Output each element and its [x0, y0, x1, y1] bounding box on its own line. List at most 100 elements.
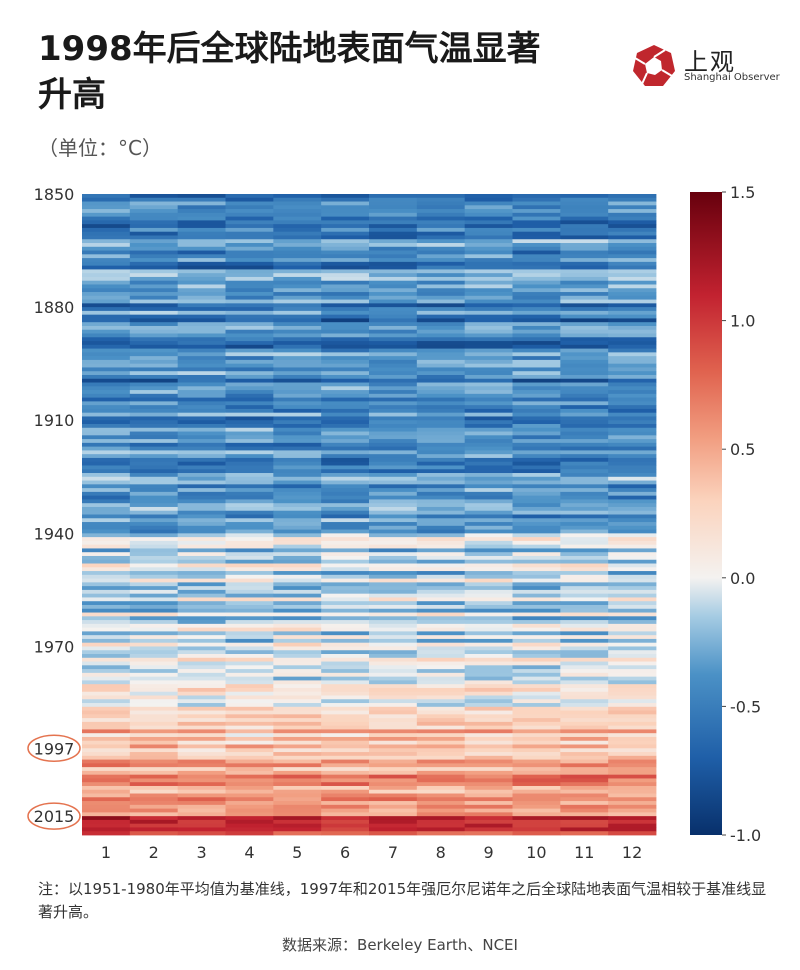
heatmap-cell	[560, 220, 609, 225]
heatmap-cell	[129, 759, 179, 764]
heatmap-cell	[321, 646, 370, 651]
heatmap-cell	[321, 503, 370, 508]
heatmap-cell	[416, 710, 466, 715]
heatmap-cell	[177, 789, 226, 794]
heatmap-cell	[560, 785, 609, 791]
heatmap-cell	[608, 408, 657, 414]
heatmap-cell	[225, 427, 274, 432]
heatmap-cell	[512, 789, 561, 794]
heatmap-cell	[82, 352, 131, 357]
heatmap-cell	[82, 322, 131, 327]
heatmap-cell	[464, 767, 513, 772]
heatmap-cell	[464, 559, 513, 564]
heatmap-cell	[608, 537, 657, 542]
heatmap-cell	[82, 205, 131, 210]
heatmap-cell	[464, 480, 513, 485]
heatmap-cell	[512, 446, 561, 451]
heatmap-cell	[321, 578, 370, 583]
heatmap-cell	[82, 250, 131, 255]
heatmap-cell	[82, 586, 131, 591]
heatmap-cell	[512, 552, 561, 557]
heatmap-cell	[82, 797, 131, 802]
heatmap-cell	[225, 258, 274, 263]
heatmap-cell	[129, 774, 179, 779]
heatmap-cell	[225, 476, 274, 481]
heatmap-cell	[464, 725, 513, 730]
heatmap-cell	[512, 201, 561, 206]
heatmap-cell	[512, 488, 561, 493]
heatmap-cell	[416, 563, 466, 568]
unit-label: （单位：°C）	[38, 136, 162, 160]
heatmap-cell	[129, 307, 179, 312]
heatmap-cell	[464, 537, 513, 542]
heatmap-cell	[129, 439, 179, 444]
heatmap-cell	[82, 782, 131, 787]
heatmap-cell	[82, 258, 131, 263]
heatmap-cell	[608, 567, 657, 572]
heatmap-cell	[512, 525, 561, 530]
heatmap-cell	[273, 654, 322, 659]
heatmap-cell	[177, 212, 226, 218]
heatmap-cell	[321, 484, 370, 489]
heatmap-cell	[273, 412, 322, 417]
heatmap-cell	[464, 348, 513, 353]
heatmap-cell	[129, 752, 179, 757]
heatmap-cell	[512, 714, 561, 719]
heatmap-cell	[512, 374, 561, 380]
heatmap-cell	[82, 774, 131, 779]
heatmap-cell	[369, 759, 418, 764]
heatmap-cell	[512, 819, 561, 825]
heatmap-cell	[369, 461, 418, 466]
heatmap-cell	[129, 706, 179, 711]
heatmap-cell	[416, 578, 466, 583]
heatmap-cell	[560, 461, 609, 466]
heatmap-cell	[129, 337, 179, 342]
heatmap-cell	[273, 295, 322, 300]
heatmap-cell	[560, 578, 609, 583]
heatmap-cell	[608, 322, 657, 327]
heatmap-cell	[273, 337, 322, 342]
heatmap-cell	[512, 435, 561, 440]
heatmap-cell	[321, 224, 370, 229]
heatmap-cell	[82, 684, 131, 689]
heatmap-cell	[416, 491, 466, 497]
heatmap-cell	[369, 604, 418, 610]
heatmap-cell	[273, 785, 322, 791]
heatmap-cell	[416, 699, 466, 704]
heatmap-cell	[608, 356, 657, 361]
heatmap-cell	[177, 563, 226, 568]
heatmap-cell	[129, 755, 179, 760]
heatmap-cell	[464, 250, 513, 255]
heatmap-cell	[369, 352, 418, 357]
heatmap-cell	[82, 657, 131, 662]
heatmap-cell	[321, 620, 370, 625]
heatmap-cell	[560, 420, 609, 425]
heatmap-cell	[560, 491, 609, 497]
heatmap-cell	[512, 227, 561, 233]
heatmap-cell	[608, 552, 657, 557]
heatmap-cell	[177, 457, 226, 463]
heatmap-cell	[273, 831, 322, 836]
heatmap-cell	[416, 721, 466, 727]
heatmap-cell	[464, 752, 513, 757]
heatmap-cell	[129, 537, 179, 542]
heatmap-cell	[560, 288, 609, 293]
heatmap-cell	[416, 484, 466, 489]
heatmap-cell	[512, 831, 561, 836]
heatmap-cell	[225, 548, 274, 553]
heatmap-cell	[225, 367, 274, 372]
heatmap-cell	[82, 435, 131, 440]
heatmap-cell	[129, 310, 179, 316]
month-tick-label: 12	[622, 843, 642, 862]
heatmap-cell	[464, 510, 513, 515]
heatmap-cell	[608, 258, 657, 263]
heatmap-cell	[177, 239, 226, 244]
heatmap-cell	[82, 631, 131, 636]
heatmap-cell	[177, 194, 226, 199]
heatmap-cell	[225, 725, 274, 730]
heatmap-cell	[369, 446, 418, 451]
heatmap-cell	[416, 687, 466, 693]
year-tick-label: 1940	[34, 524, 75, 543]
heatmap-cell	[82, 333, 131, 338]
heatmap-cell	[369, 578, 418, 583]
